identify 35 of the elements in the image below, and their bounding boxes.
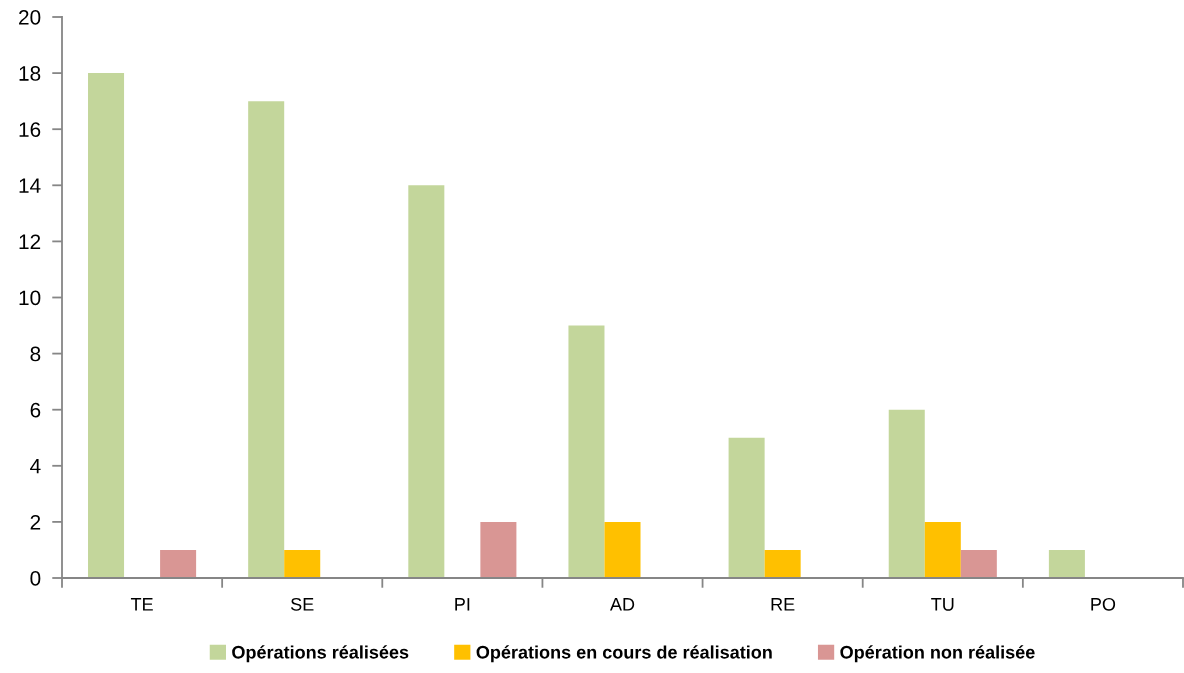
bar — [160, 549, 197, 578]
y-tick-label: 6 — [30, 402, 41, 418]
bar — [568, 325, 605, 578]
bar — [764, 549, 801, 578]
x-tick-label: TE — [130, 598, 153, 611]
y-tick-label: 2 — [30, 514, 41, 530]
x-tick-label: PI — [455, 598, 470, 611]
y-tick-label: 4 — [30, 459, 41, 474]
legend-label: Opérations réalisées — [232, 645, 409, 663]
x-tick-label: AD — [610, 598, 635, 611]
bar — [888, 409, 925, 578]
bar — [480, 521, 517, 578]
bar — [1048, 549, 1085, 578]
bar — [88, 73, 125, 578]
bar — [408, 185, 445, 578]
y-tick-label: 12 — [19, 234, 41, 249]
bar — [960, 549, 997, 578]
legend-label: Opérations en cours de réalisation — [476, 645, 772, 663]
bar — [248, 101, 285, 578]
x-tick-label: RE — [771, 598, 795, 611]
bar — [284, 549, 321, 578]
y-tick-label: 0 — [30, 571, 41, 586]
bar — [728, 437, 765, 578]
legend-label: Opération non réalisée — [840, 645, 1035, 663]
y-tick-label: 10 — [19, 290, 41, 306]
y-tick-label: 16 — [19, 122, 41, 137]
bar — [604, 521, 641, 578]
x-tick-label: TU — [931, 598, 954, 611]
y-tick-label: 20 — [19, 10, 41, 25]
y-tick-label: 8 — [30, 346, 41, 362]
y-tick-label: 14 — [19, 178, 41, 193]
x-tick-label: PO — [1091, 597, 1116, 611]
x-tick-label: SE — [290, 597, 314, 611]
bar — [924, 521, 961, 578]
y-tick-label: 18 — [19, 66, 41, 81]
